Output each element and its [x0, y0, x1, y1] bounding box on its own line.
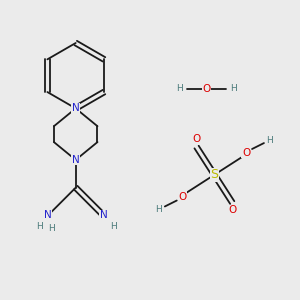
Text: N: N: [72, 155, 80, 165]
Text: H: H: [176, 84, 183, 93]
Text: O: O: [202, 84, 211, 94]
Text: H: H: [266, 136, 273, 145]
Text: H: H: [49, 224, 55, 233]
Text: N: N: [72, 103, 80, 113]
Text: N: N: [100, 210, 107, 220]
Text: H: H: [110, 222, 117, 231]
Text: O: O: [228, 206, 236, 215]
Text: O: O: [192, 134, 201, 144]
Text: O: O: [242, 148, 250, 158]
Text: H: H: [155, 205, 162, 214]
Text: S: S: [210, 168, 218, 181]
Text: H: H: [230, 84, 237, 93]
Text: N: N: [44, 210, 52, 220]
Text: O: O: [178, 192, 187, 202]
Text: H: H: [36, 222, 42, 231]
